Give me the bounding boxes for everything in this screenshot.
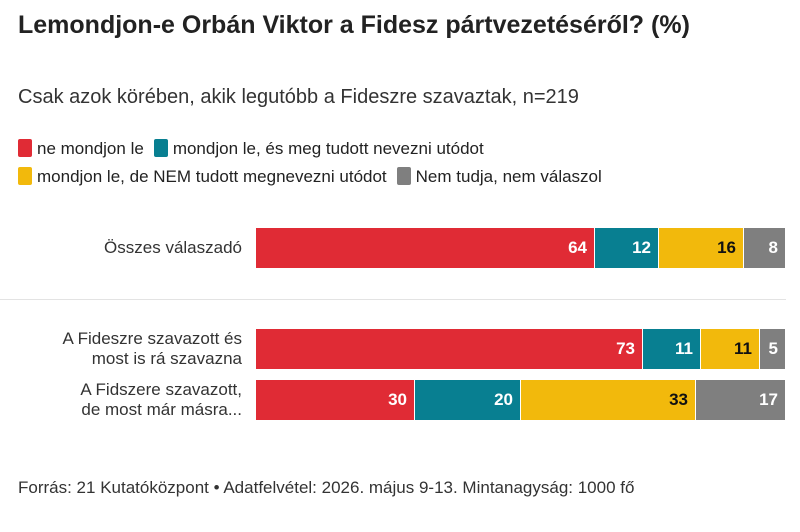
category-label-0: Összes válaszadó [104, 238, 242, 258]
bar-segment: 11 [701, 329, 760, 369]
data-label: 11 [734, 339, 752, 358]
data-label: 30 [388, 390, 407, 409]
bar-segment: 20 [415, 380, 521, 420]
legend-swatch-1 [153, 139, 168, 157]
legend-item-1: mondjon le, és meg tudott nevezni utódot [153, 135, 484, 163]
legend-label-1: mondjon le, és meg tudott nevezni utódot [172, 139, 484, 158]
legend-item-3: Nem tudja, nem válaszol [396, 163, 602, 191]
data-label: 11 [675, 339, 693, 358]
bar-segment: 12 [595, 228, 659, 268]
data-label: 20 [494, 390, 513, 409]
category-label-line: Összes válaszadó [104, 238, 242, 257]
legend-swatch-0 [18, 139, 32, 157]
bar-segment: 64 [256, 228, 595, 268]
bar-segment: 16 [659, 228, 744, 268]
category-label-line: A Fideszre szavazott és [62, 329, 242, 348]
data-label: 8 [768, 238, 778, 257]
bar-segment: 30 [256, 380, 415, 420]
bar-segment: 5 [760, 329, 786, 369]
data-label: 64 [568, 238, 587, 257]
category-label-1: A Fideszre szavazott és most is rá szavaz… [62, 329, 242, 369]
data-label: 12 [632, 238, 651, 257]
group-divider [0, 299, 786, 300]
category-label-line: de most már másra... [81, 400, 242, 419]
data-label: 33 [669, 390, 688, 409]
bar-segment: 8 [744, 228, 786, 268]
legend-label-3: Nem tudja, nem válaszol [415, 167, 602, 186]
bar-segment: 11 [643, 329, 701, 369]
category-label-line: A Fidszere szavazott, [80, 380, 242, 399]
legend-item-2: mondjon le, de NEM tudott megnevezni utó… [18, 163, 387, 191]
chart-title: Lemondjon-e Orbán Viktor a Fidesz pártve… [18, 11, 690, 39]
bar-segment: 17 [696, 380, 786, 420]
legend-label-0: ne mondjon le [37, 139, 144, 158]
legend-item-0: ne mondjon le [18, 135, 144, 163]
legend: ne mondjon le mondjon le, és meg tudott n… [18, 135, 788, 191]
source-note: Forrás: 21 Kutatóközpont • Adatfelvétel:… [18, 478, 635, 497]
legend-swatch-2 [18, 167, 32, 185]
bar-segment: 33 [521, 380, 696, 420]
bar-segment: 73 [256, 329, 643, 369]
data-label: 16 [717, 238, 736, 257]
category-label-2: A Fidszere szavazott, de most már másra..… [80, 380, 242, 420]
data-label: 5 [768, 339, 778, 358]
category-label-line: most is rá szavazna [91, 349, 242, 368]
legend-label-2: mondjon le, de NEM tudott megnevezni utó… [37, 167, 387, 186]
data-label: 17 [759, 390, 778, 409]
legend-swatch-3 [396, 167, 411, 185]
chart-subtitle: Csak azok körében, akik legutóbb a Fides… [18, 86, 579, 108]
data-label: 73 [616, 339, 635, 358]
